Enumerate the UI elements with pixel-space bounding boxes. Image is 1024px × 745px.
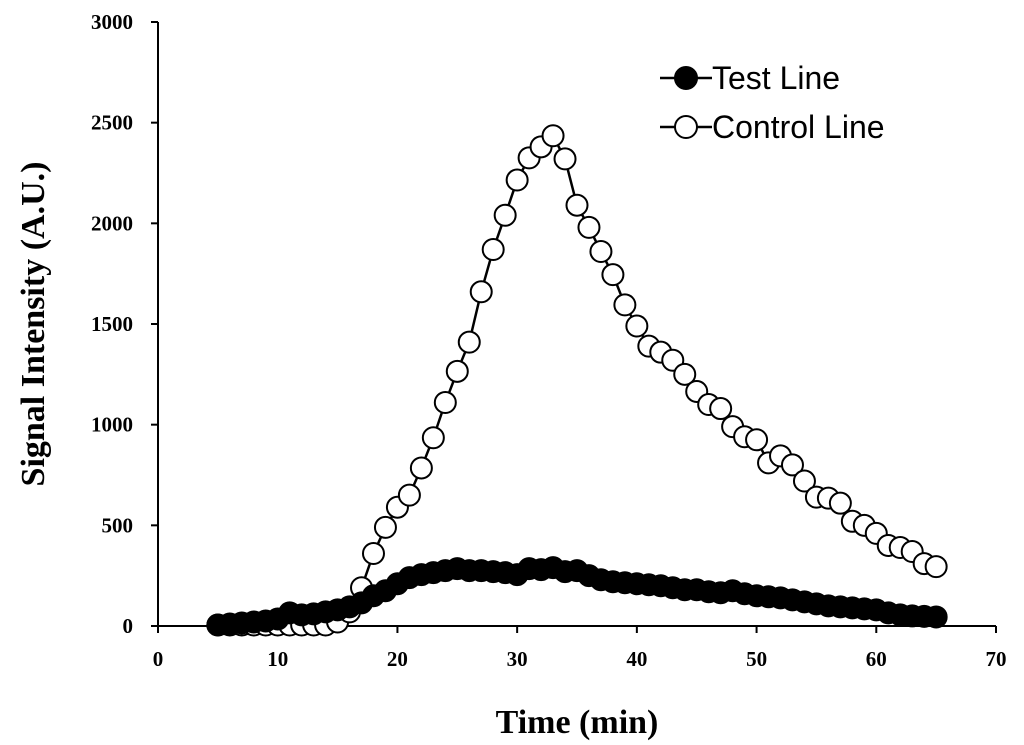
x-axis-title: Time (min) [496, 704, 659, 741]
data-point-control-line [792, 469, 816, 493]
data-point-control-line [625, 314, 649, 338]
legend-label-control-line: Control Line [712, 109, 885, 145]
legend-item-control-line: Control Line [660, 109, 885, 145]
data-point-control-line [613, 293, 637, 317]
data-point-control-line [373, 515, 397, 539]
data-point-control-line [589, 240, 613, 264]
data-point-control-line [745, 428, 769, 452]
legend-marker-test-line [674, 66, 698, 90]
x-tick-label: 10 [267, 647, 288, 671]
x-tick-label: 30 [507, 647, 528, 671]
x-axis-ticks: 0 10 20 30 40 50 60 70 [153, 626, 1007, 671]
x-tick-label: 70 [986, 647, 1007, 671]
y-tick-label: 2500 [91, 111, 133, 135]
x-tick-label: 20 [387, 647, 408, 671]
x-tick-label: 50 [746, 647, 767, 671]
y-tick-label: 1000 [91, 413, 133, 437]
data-point-control-line [433, 391, 457, 415]
y-tick-label: 0 [123, 614, 134, 638]
data-point-control-line [780, 453, 804, 477]
legend: Test Line Control Line [660, 60, 885, 145]
data-point-control-line [709, 397, 733, 421]
y-axis-ticks: 0 500 1000 1500 2000 2500 3000 [91, 10, 158, 638]
x-tick-label: 40 [626, 647, 647, 671]
data-point-control-line [565, 193, 589, 217]
y-tick-label: 500 [102, 513, 134, 537]
y-tick-label: 2000 [91, 211, 133, 235]
data-point-control-line [421, 426, 445, 450]
data-point-control-line [673, 362, 697, 386]
data-point-control-line [409, 456, 433, 480]
data-point-control-line [493, 203, 517, 227]
legend-label-test-line: Test Line [712, 60, 840, 96]
data-point-control-line [481, 238, 505, 262]
axes: 0 10 20 30 40 50 60 70 0 500 1000 1500 2000 2500 3000 [91, 10, 1007, 671]
y-tick-label: 3000 [91, 10, 133, 34]
y-axis-title: Signal Intensity (A.U.) [15, 162, 52, 487]
series-control-line [206, 124, 948, 637]
data-point-control-line [553, 147, 577, 171]
data-point-control-line [541, 124, 565, 148]
x-tick-label: 60 [866, 647, 887, 671]
data-point-control-line [457, 330, 481, 354]
data-point-control-line [505, 168, 529, 192]
series-test-line [206, 556, 948, 637]
data-point-control-line [828, 491, 852, 515]
data-point-control-line [445, 359, 469, 383]
data-point-control-line [601, 263, 625, 287]
data-point-control-line [361, 542, 385, 566]
data-point-test-line [924, 605, 948, 629]
legend-item-test-line: Test Line [660, 60, 840, 96]
x-tick-label: 0 [153, 647, 164, 671]
data-point-control-line [577, 215, 601, 239]
data-point-control-line [924, 555, 948, 579]
y-tick-label: 1500 [91, 312, 133, 336]
legend-marker-control-line [674, 115, 698, 139]
data-point-control-line [469, 280, 493, 304]
series-layer [206, 124, 948, 637]
data-point-control-line [397, 483, 421, 507]
